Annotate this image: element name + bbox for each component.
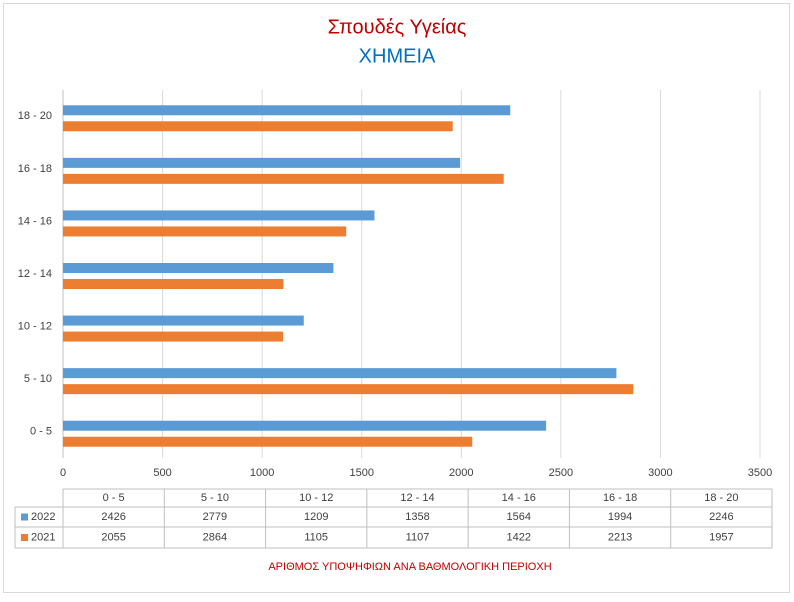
x-axis-title: ΑΡΙΘΜΟΣ ΥΠΟΨΗΦΙΩΝ ΑΝΑ ΒΑΘΜΟΛΟΓΙΚΗ ΠΕΡΙΟΧ… [268, 561, 551, 573]
table-header: 16 - 18 [603, 492, 637, 504]
y-tick-label: 18 - 20 [18, 110, 52, 122]
y-tick-label: 0 - 5 [30, 426, 52, 438]
bar [63, 157, 461, 168]
legend-key [21, 534, 28, 541]
x-tick-label: 3000 [648, 467, 672, 479]
table-value: 2055 [101, 531, 125, 543]
x-tick-label: 1000 [250, 467, 274, 479]
table-header: 14 - 16 [502, 492, 536, 504]
table-value: 1105 [304, 531, 328, 543]
x-tick-label: 3500 [748, 467, 772, 479]
table-value: 1422 [507, 531, 531, 543]
y-tick-label: 12 - 14 [18, 268, 52, 280]
bar [63, 105, 511, 116]
bar [63, 263, 334, 273]
y-tick-label: 14 - 16 [18, 215, 52, 227]
x-tick-label: 0 [60, 467, 66, 479]
table-header: 12 - 14 [400, 492, 434, 504]
bar [63, 315, 304, 326]
table-header: 18 - 20 [704, 492, 738, 504]
y-tick-label: 5 - 10 [24, 373, 52, 385]
chart-border [3, 3, 790, 593]
bar [63, 173, 504, 184]
x-tick-label: 2000 [449, 467, 473, 479]
table-value: 1107 [406, 531, 430, 543]
table-header: 0 - 5 [103, 492, 125, 504]
table-value: 1564 [507, 511, 531, 523]
table-value: 1957 [709, 531, 733, 543]
legend-label: 2021 [31, 531, 55, 543]
table-value: 2246 [709, 511, 733, 523]
bar [63, 226, 347, 237]
bar [63, 436, 473, 447]
bar [63, 121, 453, 132]
table-value: 1994 [608, 511, 632, 523]
x-tick-label: 500 [153, 467, 171, 479]
x-tick-label: 2500 [549, 467, 573, 479]
table-value: 2779 [203, 511, 227, 523]
y-tick-label: 16 - 18 [18, 163, 52, 175]
table-value: 2426 [101, 511, 125, 523]
table-header: 5 - 10 [201, 492, 229, 504]
y-tick-label: 10 - 12 [18, 320, 52, 332]
bar [63, 384, 634, 395]
chart-title: Σπουδές Υγείας [328, 16, 467, 38]
legend-label: 2022 [31, 511, 55, 523]
bar [63, 210, 375, 221]
x-tick-label: 1500 [349, 467, 373, 479]
table-header: 10 - 12 [299, 492, 333, 504]
table-value: 1209 [304, 511, 328, 523]
table-value: 2864 [203, 531, 227, 543]
legend-key [21, 513, 28, 521]
bar [63, 331, 284, 342]
chart-subtitle: ΧΗΜΕΙΑ [359, 45, 436, 67]
bar [63, 420, 547, 431]
table-value: 1358 [405, 511, 429, 523]
bar [63, 279, 284, 289]
bar [63, 368, 617, 379]
table-value: 2213 [608, 531, 632, 543]
